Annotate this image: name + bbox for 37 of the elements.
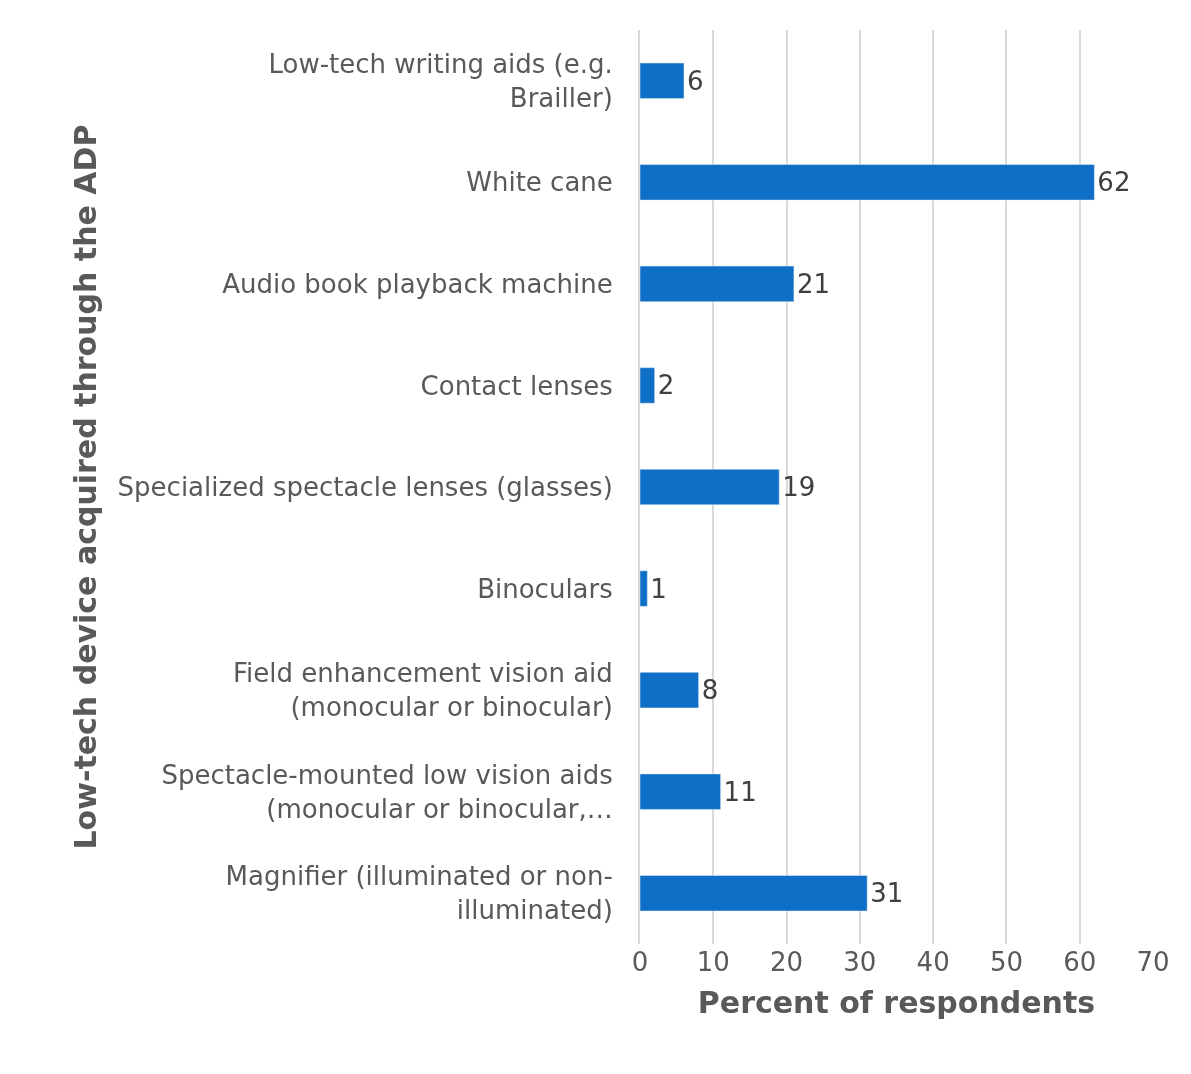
x-tick-label: 10	[696, 947, 730, 977]
x-tick-label: 50	[989, 947, 1023, 977]
data-label: 8	[701, 675, 719, 706]
y-tick-label: Field enhancement vision aid (monocular or binocular)	[232, 658, 613, 723]
data-label: 6	[686, 65, 704, 96]
x-tick-label: 70	[1136, 947, 1170, 977]
y-tick-label: Low-tech writing aids (e.g. Brailler)	[268, 48, 613, 113]
bar	[640, 62, 685, 99]
x-axis-title: Percent of respondents	[697, 984, 1096, 1020]
y-tick-label: Spectacle-mounted low vision aids (monocular or binocular,…	[161, 759, 613, 824]
bar	[640, 367, 655, 404]
bar	[640, 570, 648, 607]
y-tick-label: Binoculars	[477, 573, 613, 604]
bar	[640, 265, 795, 302]
x-tick-label: 60	[1063, 947, 1097, 977]
data-label: 19	[782, 472, 816, 502]
data-label: 11	[723, 776, 757, 807]
y-tick-label: White cane	[466, 167, 613, 198]
bar	[640, 164, 1095, 201]
y-tick-label: Specialized spectacle lenses (glasses)	[117, 472, 613, 503]
data-label: 62	[1097, 167, 1131, 198]
x-tick-label: 30	[843, 947, 877, 977]
data-label: 31	[870, 878, 904, 909]
x-tick-label: 0	[631, 947, 649, 977]
bar	[640, 773, 721, 810]
bar	[640, 875, 868, 912]
y-tick-label: Contact lenses	[420, 370, 613, 401]
data-label: 1	[650, 573, 667, 604]
y-tick-label: Magnifier (illuminated or non- illuminated)	[225, 861, 613, 926]
data-label: 2	[657, 370, 675, 401]
y-tick-label: Audio book playback machine	[222, 268, 613, 299]
x-tick-label: 20	[770, 947, 804, 977]
bar	[640, 672, 699, 709]
x-tick-label: 40	[916, 947, 950, 977]
data-label: 21	[796, 268, 830, 299]
y-axis-title: Low-tech device acquired through the ADP	[67, 124, 103, 850]
bar	[640, 468, 780, 506]
